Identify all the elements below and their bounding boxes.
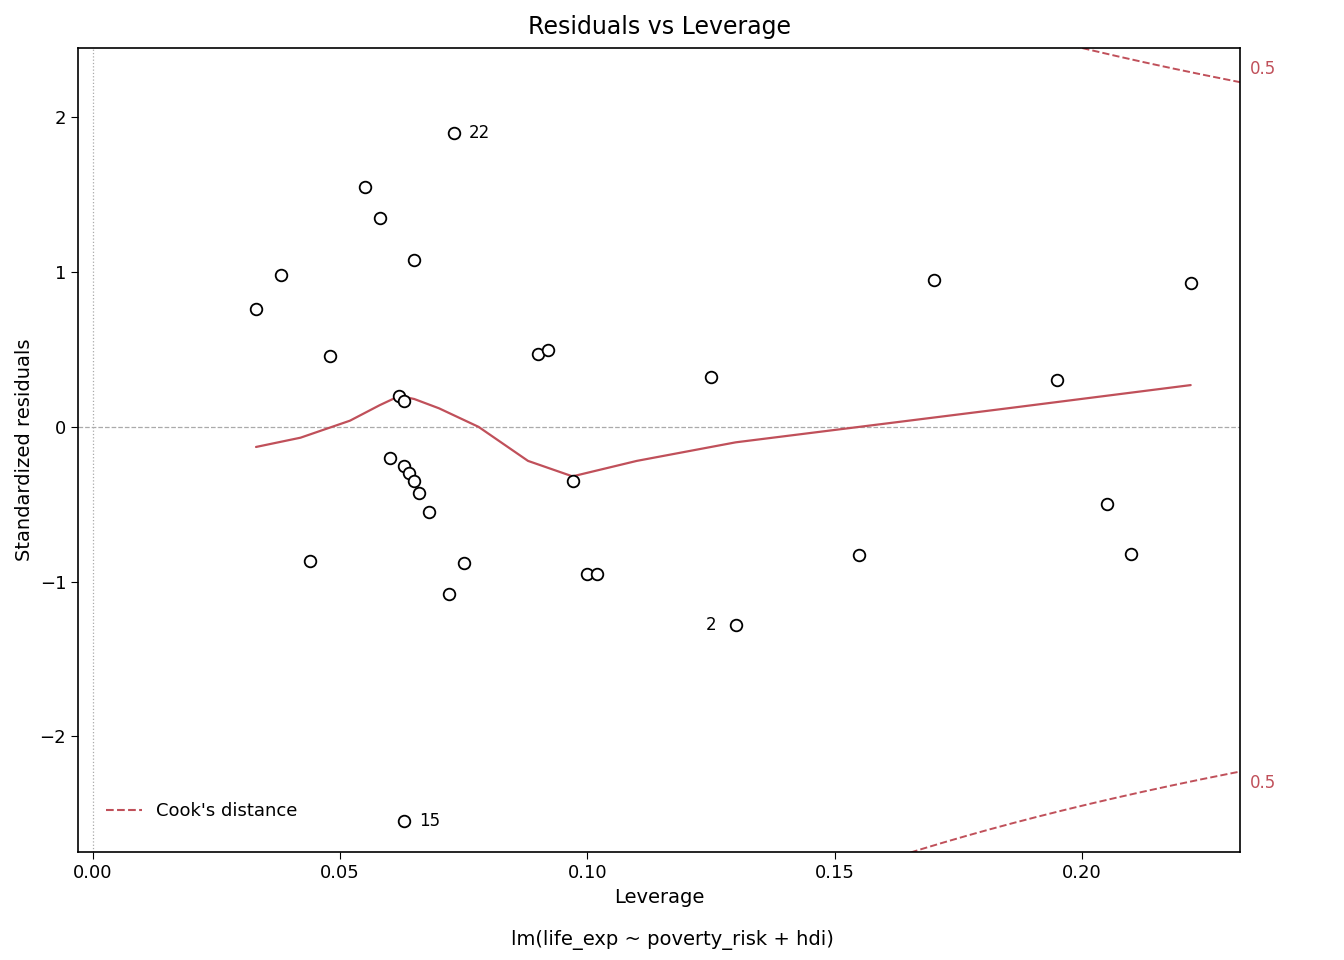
Point (1047, 372, 1068, 388)
Text: 0.5: 0.5 (1250, 774, 1277, 792)
Point (394, 814, 415, 829)
Text: 22: 22 (469, 124, 491, 142)
Point (453, 555, 474, 570)
Point (300, 554, 321, 569)
Point (388, 388, 410, 403)
Point (444, 126, 465, 141)
Point (848, 547, 870, 563)
Point (1121, 546, 1142, 562)
Point (409, 486, 430, 501)
Point (724, 617, 746, 633)
Point (320, 348, 341, 364)
Point (562, 473, 583, 489)
Point (1180, 276, 1202, 291)
Point (394, 393, 415, 408)
Point (418, 504, 439, 519)
Point (270, 268, 292, 283)
Legend: Cook's distance: Cook's distance (98, 795, 305, 828)
Point (403, 473, 425, 489)
Point (368, 210, 390, 226)
Point (1095, 496, 1117, 512)
Text: 0.5: 0.5 (1250, 60, 1277, 79)
Point (403, 252, 425, 268)
Text: 2: 2 (706, 616, 716, 634)
Title: Residuals vs Leverage: Residuals vs Leverage (528, 15, 790, 39)
Point (353, 180, 375, 195)
Text: 15: 15 (419, 812, 441, 830)
Point (379, 450, 401, 466)
Point (394, 458, 415, 473)
Point (538, 342, 559, 357)
Point (527, 347, 548, 362)
Text: lm(life_exp ~ poverty_risk + hdi): lm(life_exp ~ poverty_risk + hdi) (511, 930, 833, 950)
Point (700, 370, 722, 385)
X-axis label: Leverage: Leverage (614, 888, 704, 906)
Y-axis label: Standardized residuals: Standardized residuals (15, 339, 34, 562)
Point (923, 273, 945, 288)
Point (577, 566, 598, 582)
Point (586, 566, 607, 582)
Point (438, 587, 460, 602)
Point (399, 466, 421, 481)
Point (245, 301, 266, 317)
